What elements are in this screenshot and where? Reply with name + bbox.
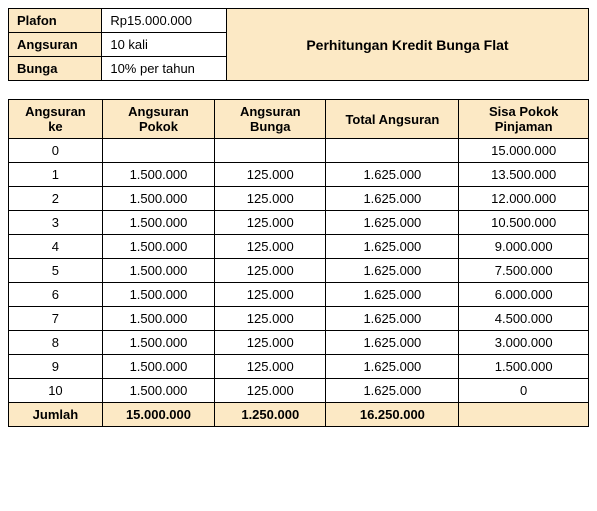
table-cell: 7.500.000 [459, 259, 589, 283]
table-cell: 1.625.000 [326, 331, 459, 355]
table-row: 71.500.000125.0001.625.0004.500.000 [9, 307, 589, 331]
table-cell: 1.500.000 [102, 187, 214, 211]
col-header-angsuran-pokok: Angsuran Pokok [102, 100, 214, 139]
table-cell [326, 139, 459, 163]
table-cell: 0 [9, 139, 103, 163]
col-header-sisa-pokok: Sisa Pokok Pinjaman [459, 100, 589, 139]
table-cell: 8 [9, 331, 103, 355]
total-cell: 16.250.000 [326, 403, 459, 427]
table-cell: 1.500.000 [102, 355, 214, 379]
table-cell: 4 [9, 235, 103, 259]
col-header-angsuran-ke: Angsuran ke [9, 100, 103, 139]
table-row: 81.500.000125.0001.625.0003.000.000 [9, 331, 589, 355]
bunga-label: Bunga [9, 57, 102, 81]
table-row: 51.500.000125.0001.625.0007.500.000 [9, 259, 589, 283]
col-header-text: Bunga [250, 119, 290, 134]
calculation-title: Perhitungan Kredit Bunga Flat [226, 9, 588, 81]
table-cell: 6.000.000 [459, 283, 589, 307]
loan-summary-table: Plafon Rp15.000.000 Perhitungan Kredit B… [8, 8, 589, 81]
table-cell: 6 [9, 283, 103, 307]
col-header-text: Sisa Pokok [489, 104, 558, 119]
table-cell: 1.500.000 [102, 379, 214, 403]
table-cell: 1.500.000 [102, 211, 214, 235]
bunga-value: 10% per tahun [102, 57, 227, 81]
plafon-label: Plafon [9, 9, 102, 33]
col-header-angsuran-bunga: Angsuran Bunga [215, 100, 326, 139]
table-cell: 1.625.000 [326, 235, 459, 259]
table-cell: 1.500.000 [102, 331, 214, 355]
table-row: 101.500.000125.0001.625.0000 [9, 379, 589, 403]
table-cell: 125.000 [215, 235, 326, 259]
table-cell [102, 139, 214, 163]
table-cell: 7 [9, 307, 103, 331]
table-row: 91.500.000125.0001.625.0001.500.000 [9, 355, 589, 379]
table-cell: 125.000 [215, 259, 326, 283]
table-cell: 1 [9, 163, 103, 187]
angsuran-value: 10 kali [102, 33, 227, 57]
table-cell: 1.625.000 [326, 163, 459, 187]
table-cell: 1.500.000 [102, 235, 214, 259]
table-cell: 5 [9, 259, 103, 283]
col-header-total-angsuran: Total Angsuran [326, 100, 459, 139]
table-cell: 125.000 [215, 331, 326, 355]
total-cell [459, 403, 589, 427]
amortization-table: Angsuran ke Angsuran Pokok Angsuran Bung… [8, 99, 589, 427]
table-cell: 1.625.000 [326, 283, 459, 307]
table-cell: 9.000.000 [459, 235, 589, 259]
table-cell [215, 139, 326, 163]
table-cell: 12.000.000 [459, 187, 589, 211]
table-cell: 1.500.000 [102, 307, 214, 331]
total-cell: 15.000.000 [102, 403, 214, 427]
total-cell: Jumlah [9, 403, 103, 427]
table-cell: 0 [459, 379, 589, 403]
table-cell: 125.000 [215, 307, 326, 331]
table-cell: 1.500.000 [459, 355, 589, 379]
table-cell: 10 [9, 379, 103, 403]
total-cell: 1.250.000 [215, 403, 326, 427]
table-cell: 1.625.000 [326, 259, 459, 283]
table-cell: 1.500.000 [102, 283, 214, 307]
col-header-text: Angsuran [25, 104, 86, 119]
table-cell: 15.000.000 [459, 139, 589, 163]
col-header-text: ke [48, 119, 62, 134]
table-cell: 1.625.000 [326, 355, 459, 379]
table-cell: 10.500.000 [459, 211, 589, 235]
table-cell: 2 [9, 187, 103, 211]
table-cell: 3 [9, 211, 103, 235]
col-header-text: Pokok [139, 119, 178, 134]
table-row: 0 15.000.000 [9, 139, 589, 163]
table-row: 21.500.000125.0001.625.00012.000.000 [9, 187, 589, 211]
table-cell: 125.000 [215, 379, 326, 403]
col-header-text: Pinjaman [495, 119, 553, 134]
total-row: Jumlah15.000.0001.250.00016.250.000 [9, 403, 589, 427]
table-cell: 125.000 [215, 187, 326, 211]
table-cell: 4.500.000 [459, 307, 589, 331]
table-row: 61.500.000125.0001.625.0006.000.000 [9, 283, 589, 307]
table-row: 31.500.000125.0001.625.00010.500.000 [9, 211, 589, 235]
table-row: 41.500.000125.0001.625.0009.000.000 [9, 235, 589, 259]
angsuran-label: Angsuran [9, 33, 102, 57]
table-cell: 125.000 [215, 283, 326, 307]
table-cell: 1.625.000 [326, 307, 459, 331]
table-cell: 1.625.000 [326, 211, 459, 235]
table-cell: 125.000 [215, 211, 326, 235]
table-cell: 1.500.000 [102, 163, 214, 187]
table-row: 11.500.000125.0001.625.00013.500.000 [9, 163, 589, 187]
col-header-text: Angsuran [240, 104, 301, 119]
table-cell: 125.000 [215, 163, 326, 187]
table-cell: 1.625.000 [326, 379, 459, 403]
table-cell: 9 [9, 355, 103, 379]
table-cell: 1.625.000 [326, 187, 459, 211]
plafon-value: Rp15.000.000 [102, 9, 227, 33]
table-cell: 125.000 [215, 355, 326, 379]
table-cell: 3.000.000 [459, 331, 589, 355]
col-header-text: Angsuran [128, 104, 189, 119]
table-cell: 1.500.000 [102, 259, 214, 283]
table-cell: 13.500.000 [459, 163, 589, 187]
